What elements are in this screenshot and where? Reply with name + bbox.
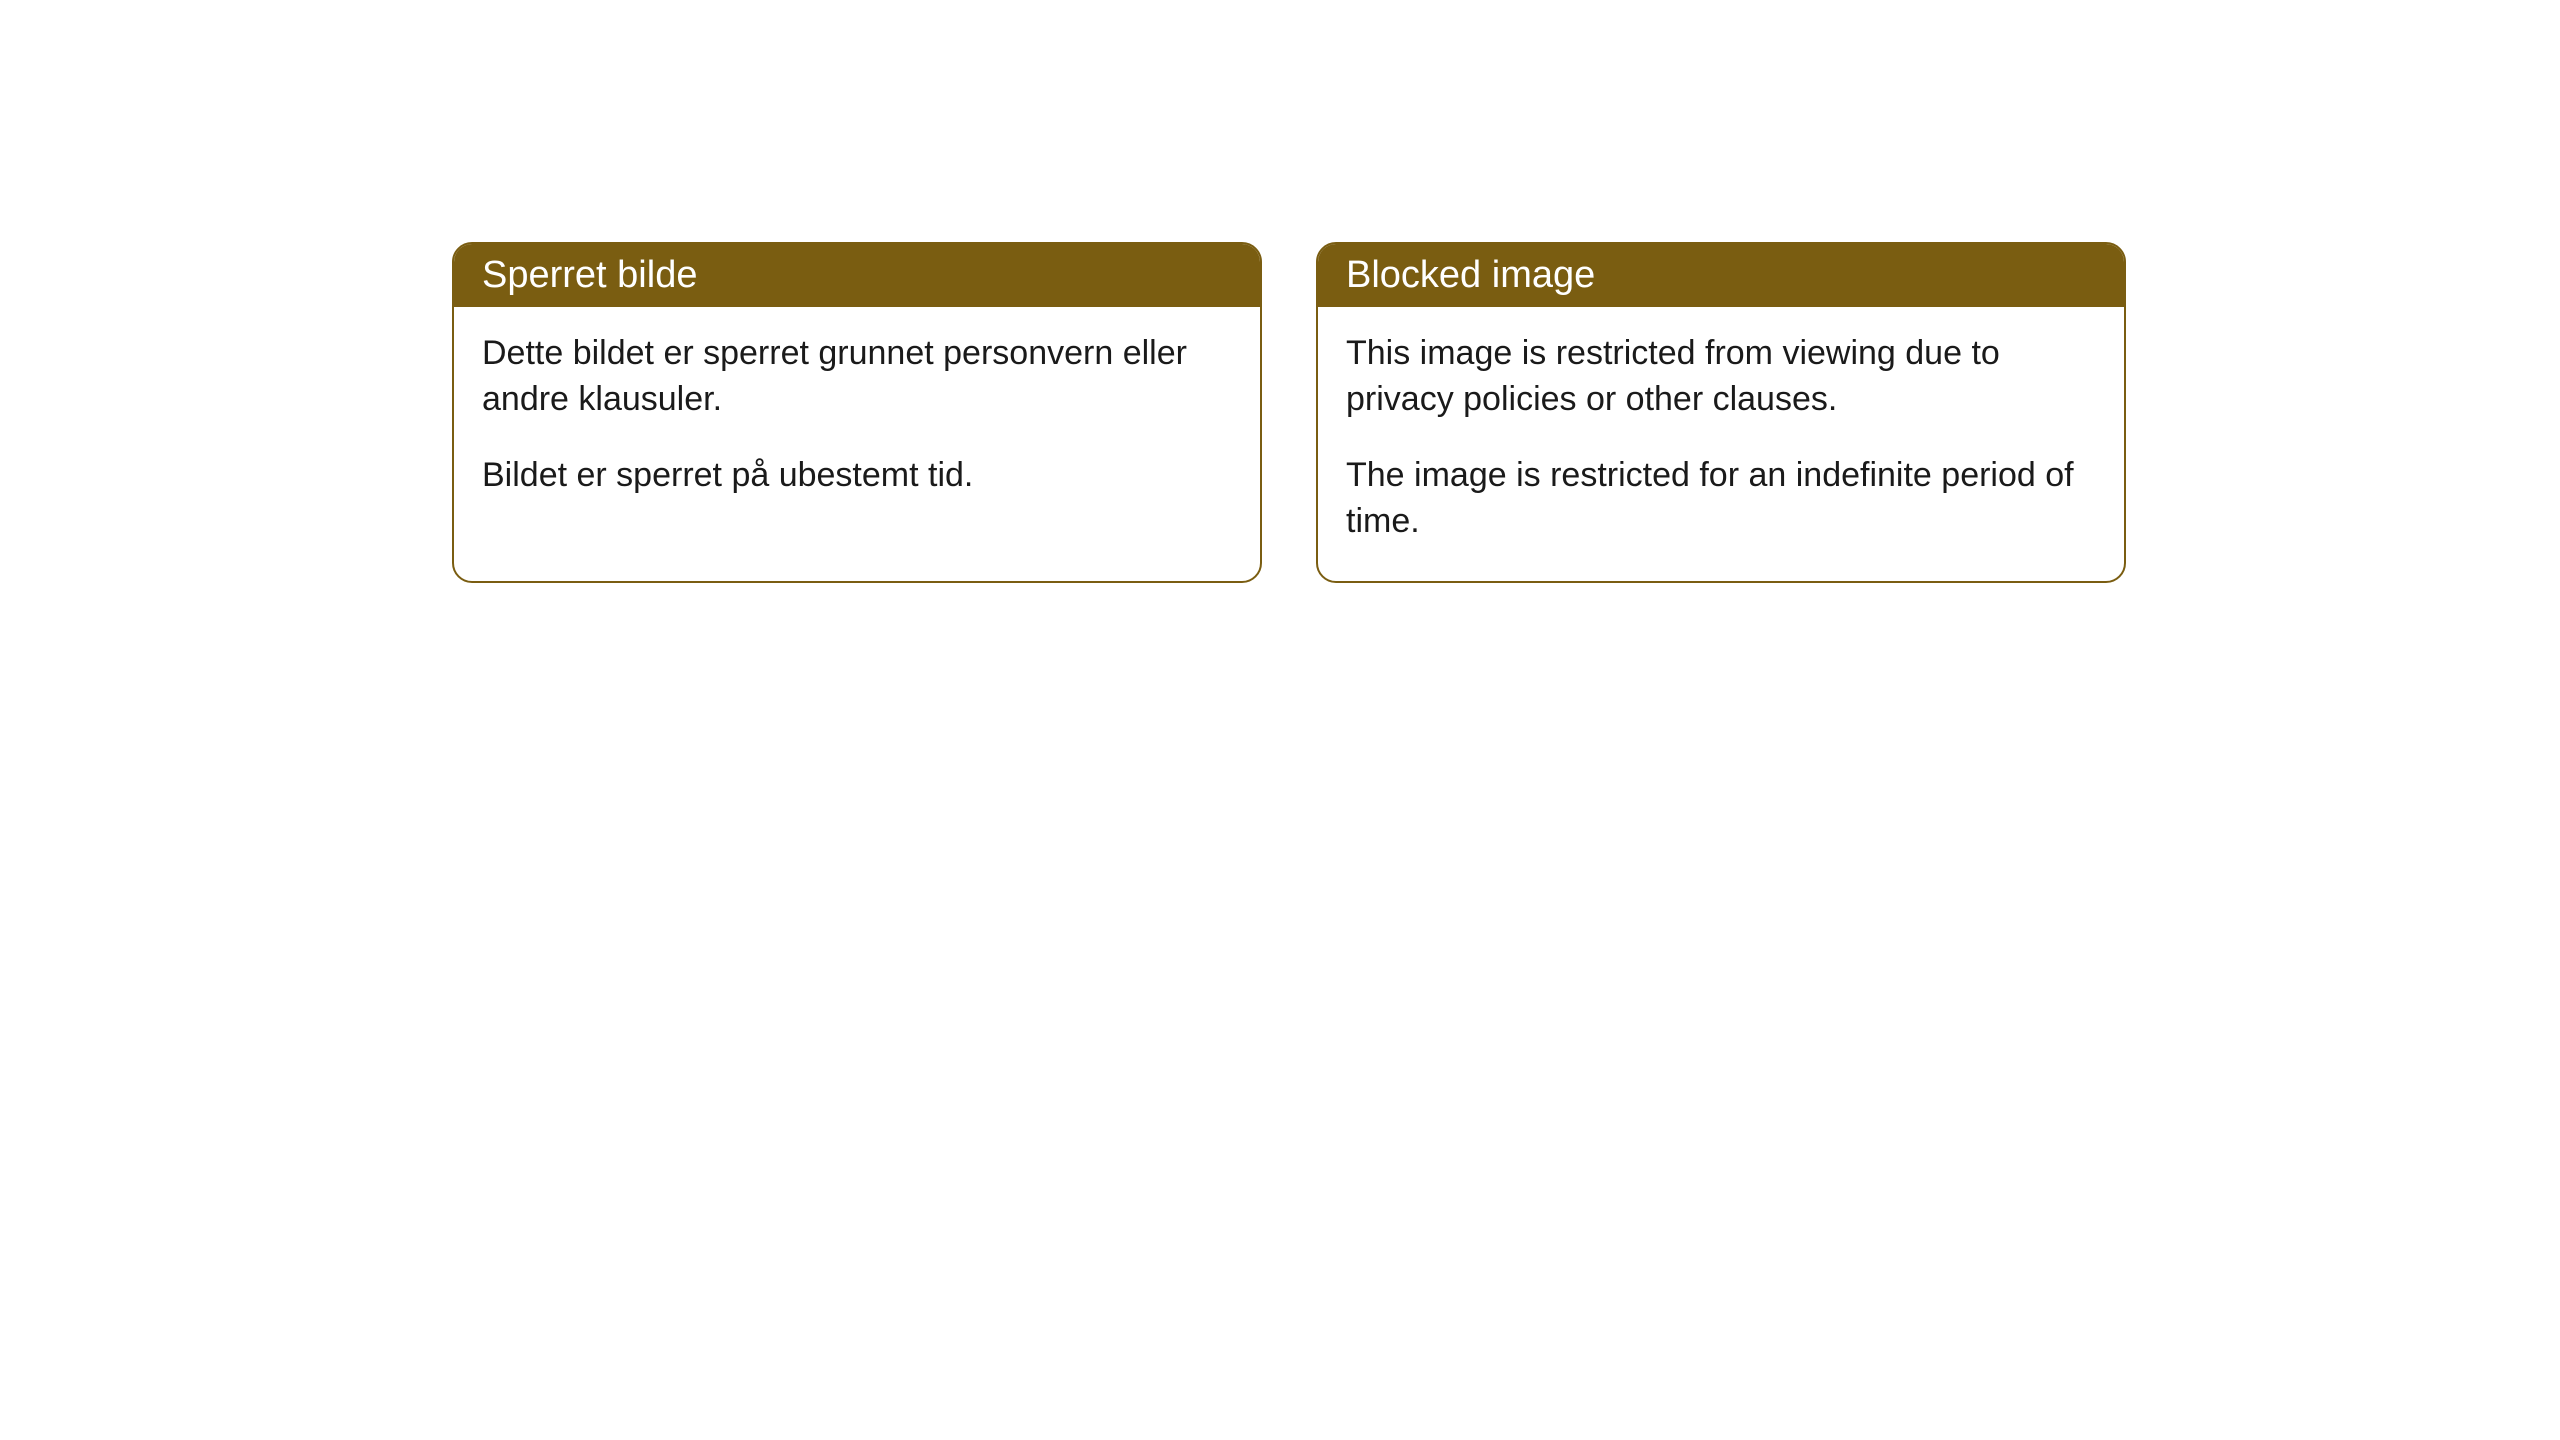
- card-paragraph-1: Dette bildet er sperret grunnet personve…: [482, 331, 1232, 423]
- card-english: Blocked image This image is restricted f…: [1316, 242, 2126, 583]
- card-title: Sperret bilde: [482, 254, 697, 296]
- card-norwegian: Sperret bilde Dette bildet er sperret gr…: [452, 242, 1262, 583]
- card-paragraph-2: Bildet er sperret på ubestemt tid.: [482, 453, 1232, 499]
- card-paragraph-1: This image is restricted from viewing du…: [1346, 331, 2096, 423]
- card-body-norwegian: Dette bildet er sperret grunnet personve…: [454, 307, 1260, 535]
- card-paragraph-2: The image is restricted for an indefinit…: [1346, 453, 2096, 545]
- cards-container: Sperret bilde Dette bildet er sperret gr…: [452, 242, 2126, 583]
- card-body-english: This image is restricted from viewing du…: [1318, 307, 2124, 581]
- card-header-norwegian: Sperret bilde: [454, 244, 1260, 307]
- card-title: Blocked image: [1346, 254, 1595, 296]
- card-header-english: Blocked image: [1318, 244, 2124, 307]
